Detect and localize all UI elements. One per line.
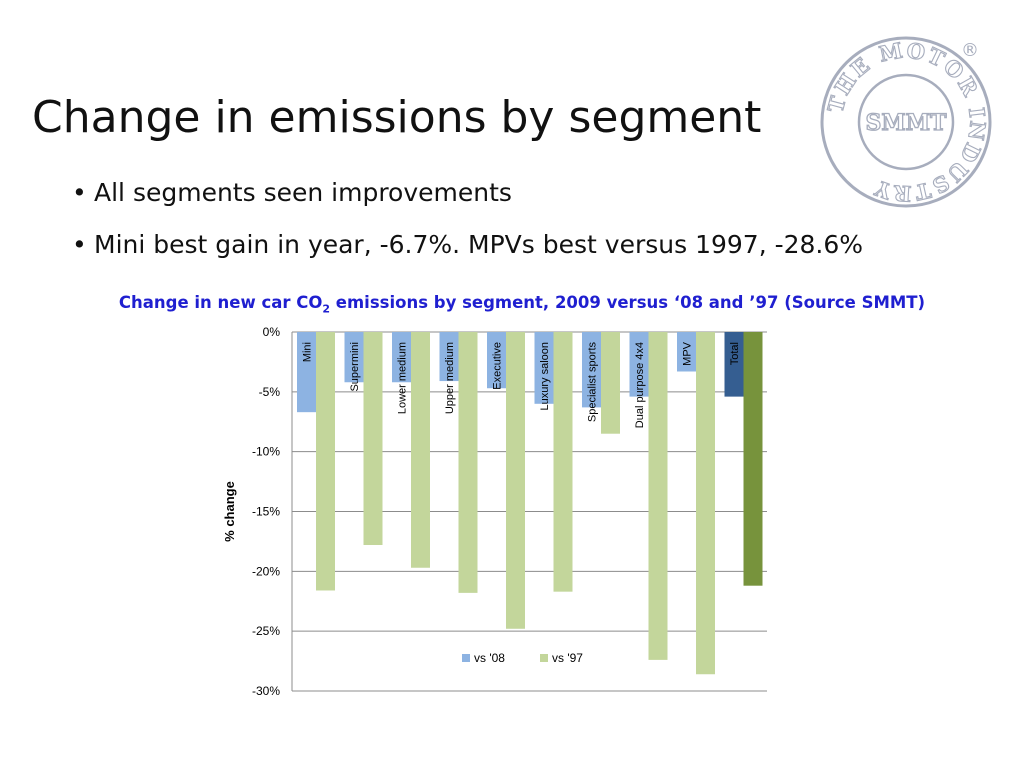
bar-vs97 <box>648 332 668 660</box>
category-label: Total <box>729 342 741 365</box>
bar-vs97 <box>743 332 763 586</box>
category-label: Lower medium <box>397 342 409 414</box>
bar-vs08 <box>629 332 649 397</box>
bar-vs97 <box>506 332 525 629</box>
slide-title: Change in emissions by segment <box>32 92 762 143</box>
bar-vs97 <box>411 332 430 568</box>
bar-vs08 <box>582 332 601 408</box>
category-label: Executive <box>492 342 504 390</box>
y-tick-label: 0% <box>263 325 281 339</box>
bullet-marker: • <box>72 178 87 207</box>
bar-vs08 <box>677 332 696 372</box>
bullet-item: • All segments seen improvements <box>72 178 863 208</box>
bar-vs97 <box>316 332 335 591</box>
bullet-marker: • <box>72 230 87 259</box>
legend-swatch <box>540 654 548 662</box>
bar-vs08 <box>534 332 554 404</box>
bar-vs08 <box>297 332 316 413</box>
category-label: Luxury saloon <box>539 342 551 411</box>
legend-swatch <box>462 654 470 662</box>
bar-vs97 <box>553 332 573 592</box>
category-label: Dual purpose 4x4 <box>634 342 646 428</box>
category-label: MPV <box>682 341 694 366</box>
category-label: Specialist sports <box>587 342 599 423</box>
bar-vs08 <box>724 332 744 397</box>
legend-label: vs '08 <box>474 651 505 665</box>
legend-label: vs '97 <box>552 651 583 665</box>
bar-vs08 <box>392 332 411 383</box>
logo-inner-ring <box>857 73 955 171</box>
bullet-item: • Mini best gain in year, -6.7%. MPVs bes… <box>72 230 863 260</box>
y-axis-label: % change <box>222 481 237 542</box>
y-tick-label: -15% <box>252 505 280 519</box>
bar-vs08 <box>487 332 506 389</box>
y-tick-label: -10% <box>252 445 280 459</box>
bar-vs97 <box>601 332 620 434</box>
chart-caption: Change in new car CO2 emissions by segme… <box>118 293 926 316</box>
registered-mark: ® <box>961 40 979 61</box>
bar-vs97 <box>363 332 383 546</box>
y-tick-label: -30% <box>252 684 280 698</box>
bar-vs97 <box>696 332 715 675</box>
logo-wordmark: SMMT <box>866 110 948 136</box>
bar-vs08 <box>344 332 364 383</box>
smmt-logo: THE MOTOR INDUSTRY SMMT ® <box>820 36 992 208</box>
y-tick-label: -25% <box>252 624 280 638</box>
bullet-text: Mini best gain in year, -6.7%. MPVs best… <box>94 230 864 259</box>
category-label: Mini <box>302 342 314 362</box>
bullet-text: All segments seen improvements <box>94 178 512 207</box>
y-tick-label: -5% <box>259 385 281 399</box>
bullet-list: • All segments seen improvements • Mini be… <box>72 178 863 282</box>
category-label: Supermini <box>349 342 361 392</box>
bar-vs97 <box>458 332 478 593</box>
logo-outer-ring <box>820 36 992 208</box>
category-label: Upper medium <box>444 342 456 414</box>
bar-vs08 <box>439 332 459 382</box>
y-tick-label: -20% <box>252 564 280 578</box>
